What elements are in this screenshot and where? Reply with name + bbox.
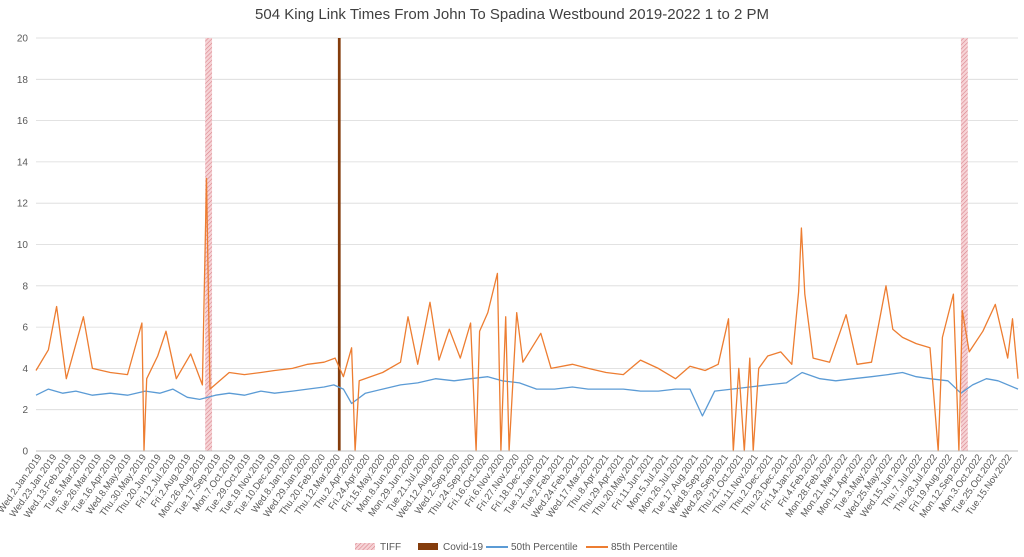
band-tiff [205,38,213,451]
chart-title: 504 King Link Times From John To Spadina… [255,6,769,23]
legend-swatch [355,543,375,550]
band-covid-19 [337,38,341,451]
y-tick-label: 4 [22,364,28,375]
legend-label: TIFF [380,542,401,553]
legend-label: 85th Percentile [611,542,678,553]
series-line-50th-percentile [35,371,1019,417]
y-tick-label: 2 [22,405,28,416]
y-tick-label: 12 [17,199,29,210]
legend-swatch [418,543,438,550]
grid-lines [36,37,1018,452]
series-lines [35,177,1019,452]
event-bands [205,38,968,451]
series-line-85th-percentile [35,177,1019,452]
y-tick-label: 10 [17,240,29,251]
y-tick-label: 18 [17,75,29,86]
legend: TIFF Covid-19 50th Percentile 85th Percenti… [355,542,678,553]
y-tick-label: 14 [17,157,29,168]
y-tick-label: 8 [22,281,28,292]
y-tick-label: 0 [22,447,28,458]
legend-label: Covid-19 [443,542,483,553]
legend-label: 50th Percentile [511,542,578,553]
x-tick-labels: Wed.2.Jan.2019Wed.23.Jan.2019Wed.13.Feb.… [0,452,1014,521]
band-tiff [960,38,968,451]
y-tick-label: 6 [22,323,28,334]
y-tick-label: 20 [17,34,29,45]
y-tick-labels: 0 2 4 6 8 10 12 14 16 18 20 [17,34,29,458]
y-tick-label: 16 [17,116,29,127]
